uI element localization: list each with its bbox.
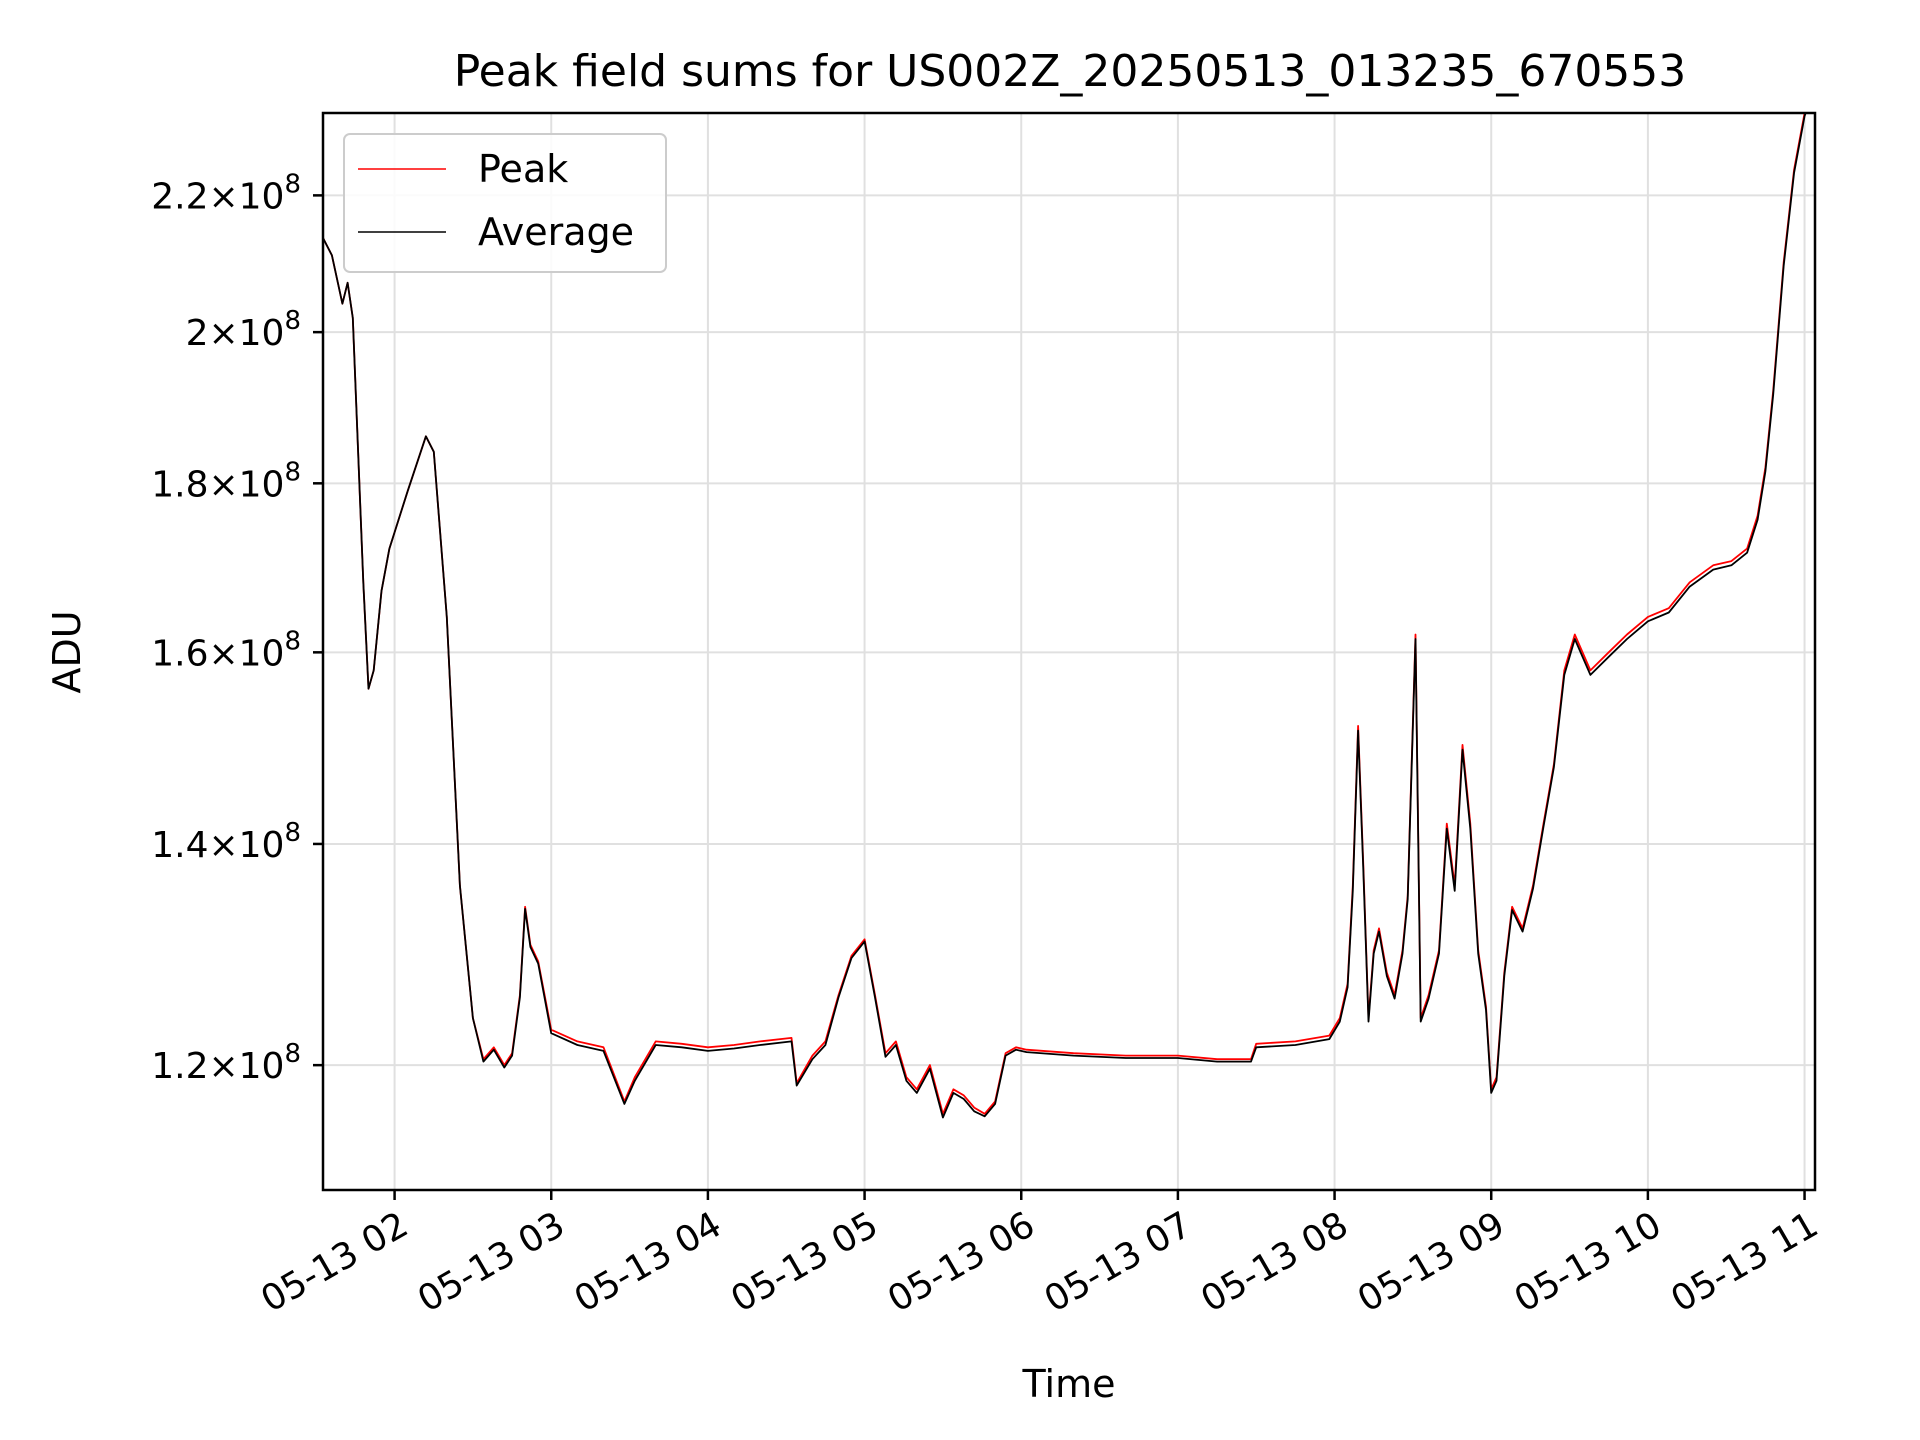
series-layer: [323, 113, 1807, 1119]
x-axis-label: Time: [1022, 1362, 1116, 1406]
y-tick-label-1: 1.4×108: [151, 818, 301, 866]
legend-label-peak: Peak: [478, 147, 568, 191]
series-line-average: [323, 113, 1807, 1119]
legend: Peak Average: [343, 133, 667, 273]
y-tick-label-2: 1.6×108: [151, 626, 301, 674]
y-tick-label-4: 2×108: [186, 306, 301, 354]
y-tick-label-3: 1.8×108: [151, 457, 301, 505]
y-axis-label: ADU: [45, 610, 89, 693]
legend-label-average: Average: [478, 210, 634, 254]
y-axis: 1.2×108 1.4×108 1.6×108 1.8×108 2×108 2.2×108: [151, 169, 323, 1087]
y-tick-label-5: 2.2×108: [151, 169, 301, 217]
y-tick-label-0: 1.2×108: [151, 1039, 301, 1087]
chart-title: Peak field sums for US002Z_20250513_0132…: [454, 46, 1687, 97]
